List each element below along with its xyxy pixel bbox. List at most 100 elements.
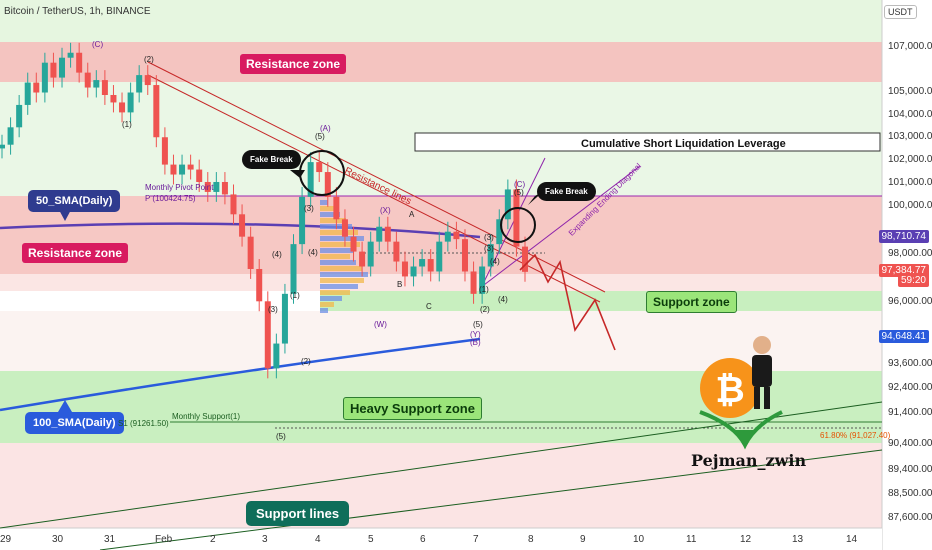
volume-profile-bar [320,206,334,211]
y-tick-label: 88,500.00 [888,488,932,499]
candle-body [161,137,168,165]
candle-body [127,92,134,113]
y-tick-label: 103,000.00 [888,131,932,142]
candle-body [119,102,126,113]
volume-profile-bar [320,212,340,217]
support-value-label: S1 (91261.50) [118,419,169,428]
sma100-pointer [58,400,72,412]
price-badge: 98,710.74 [878,230,929,243]
candle-body [0,144,6,149]
wave-label: (B) [470,338,481,347]
y-tick-label: 96,000.00 [888,296,932,307]
candle-body [376,226,383,242]
price-badge: 97,384.77 [878,264,929,277]
fake-break-label-1: Fake Break [242,150,301,169]
volume-profile-bar [320,248,354,253]
candle-body [247,236,254,269]
candle-body [461,239,468,272]
x-axis-panel [0,528,882,550]
wave-label: (5) [473,320,483,329]
wave-label: (4) [490,257,500,266]
x-tick-label: 29 [0,534,12,545]
x-tick-label: 9 [580,534,586,545]
person-head [753,336,771,354]
candle-body [213,181,220,192]
y-tick-label: 102,000.00 [888,154,932,165]
wave-label: (2) [144,55,154,64]
y-tick-label: 89,400.00 [888,464,932,475]
candle-body [393,241,400,262]
person-leg-right [764,387,770,409]
candle-body [487,244,494,267]
x-tick-label: 31 [104,534,116,545]
wave-label: (C) [514,180,526,189]
candle-body [513,189,520,247]
wave-label: (4) [308,248,318,257]
wave-label: (5) [276,432,286,441]
x-tick-label: 7 [473,534,479,545]
candle-body [16,104,23,128]
candle-body [470,271,477,294]
wave-label: (5) [514,188,524,197]
candle-body [144,75,151,86]
sprout-base [734,430,756,448]
x-tick-label: 6 [420,534,426,545]
x-tick-label: 30 [52,534,64,545]
support-zone-band [320,291,882,311]
y-tick-label: 100,000.00 [888,200,932,211]
candle-body [84,72,91,88]
candle-body [41,62,48,93]
x-tick-label: 11 [686,534,697,545]
candle-body [427,259,434,272]
currency-selector[interactable]: USDT [884,5,917,19]
resistance-zone-label-mid: Resistance zone [22,243,129,263]
candle-body [333,196,340,220]
candle-body [221,181,228,195]
heavy-support-label: Heavy Support zone [343,397,482,420]
wave-label: A [409,210,415,219]
person-figure-icon [752,355,772,387]
sma100-label: 100_SMA(Daily) [25,412,124,434]
candle-body [316,162,323,173]
price-badge: 94,648.41 [878,330,929,343]
wave-label: (Y) [470,330,481,339]
wave-label: (C) [92,40,104,49]
author-watermark: Pejman_zwin [691,451,807,470]
light-band [0,274,882,291]
volume-profile-bar [320,200,328,205]
candle-body [110,94,117,103]
volume-profile-bar [320,302,334,307]
volume-profile-bar [320,236,364,241]
wave-label: (1) [479,285,489,294]
wave-label: (3) [484,233,494,242]
candle-body [7,127,14,145]
bitcoin-coin-icon [700,358,760,418]
x-tick-label: 3 [262,534,268,545]
wave-label: (1) [290,291,300,300]
candle-body [521,246,529,272]
top-support-band [0,0,882,42]
candle-body [264,301,271,369]
support-zone-label: Support zone [646,291,737,313]
volume-profile-bar [320,308,328,313]
candle-body [299,196,306,245]
candle-body [136,75,143,93]
candles [0,42,529,379]
support-lines-label: Support lines [246,501,350,526]
candle-body [179,164,186,175]
candle-body [76,52,83,73]
monthly-support-label: Monthly Support(1) [172,412,241,421]
candle-body [281,293,288,344]
y-tick-label: 98,000.00 [888,248,932,259]
candle-body [401,261,408,277]
x-tick-label: Feb [155,534,173,545]
volume-profile-bar [320,260,356,265]
candle-body [436,241,443,272]
y-tick-label: 101,000.00 [888,177,932,188]
candle-body [479,266,486,294]
y-tick-label: 93,600.00 [888,358,932,369]
y-tick-label: 87,600.00 [888,512,932,523]
y-tick-label: 105,000.00 [888,86,932,97]
volume-profile-bar [320,272,368,277]
